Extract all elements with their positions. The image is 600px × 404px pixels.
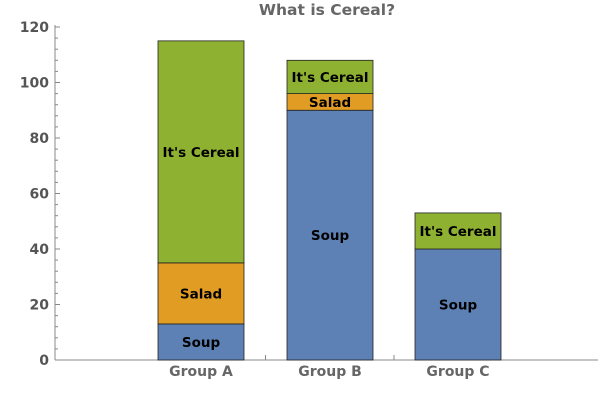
bar-segment-label: Soup: [182, 335, 221, 351]
labels: Soup Salad It's Cereal Soup Salad It's Cereal…: [163, 70, 497, 351]
bar-segment-label: It's Cereal: [420, 224, 497, 240]
bar-segment-label: Soup: [439, 298, 478, 314]
y-tick-label: 20: [30, 298, 50, 314]
bar-segment: [414, 212, 502, 250]
y-tick-label: 80: [30, 131, 50, 147]
y-tick-label: 120: [20, 20, 49, 36]
y-tick-label: 0: [39, 353, 49, 369]
bar-segment-label: It's Cereal: [292, 70, 369, 86]
bar-segment-label: Salad: [309, 95, 351, 111]
bar-segment-label: Salad: [180, 286, 222, 302]
chart-title: What is Cereal?: [259, 1, 395, 19]
axes: 0 20 40 60 80 100 120 Group A Group B Group C: [20, 20, 598, 380]
bar-segment: [157, 262, 245, 325]
bar-segment: [157, 323, 245, 361]
x-category-label: Group C: [426, 364, 489, 380]
x-category-label: Group B: [298, 364, 362, 380]
bar-segment-label: Soup: [311, 228, 350, 244]
bar-segment-label: It's Cereal: [163, 145, 240, 161]
bar-segment: [414, 248, 502, 361]
y-tick-label: 100: [20, 76, 49, 92]
y-tick-label: 60: [30, 187, 50, 203]
x-category-label: Group A: [169, 364, 233, 380]
y-tick-label: 40: [30, 242, 50, 258]
bar-segment: [286, 109, 374, 361]
bar-segment: [157, 40, 245, 264]
bars: [157, 40, 502, 361]
bar-segment: [286, 59, 374, 94]
